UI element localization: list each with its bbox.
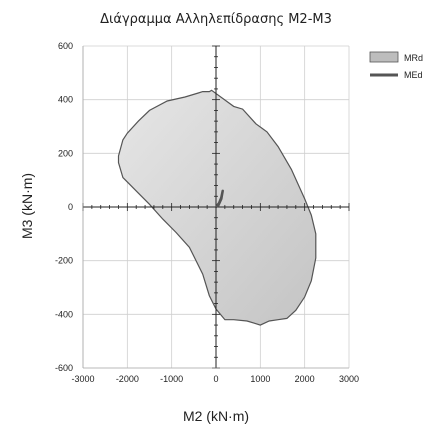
x-axis-label: M2 (kN·m): [183, 408, 249, 424]
x-tick-label: 2000: [295, 374, 315, 384]
x-tick-label: 0: [213, 374, 218, 384]
axes: [82, 45, 350, 369]
series-med-line: [215, 189, 224, 209]
med-line-layer: [215, 189, 224, 209]
y-tick-label: -400: [55, 309, 73, 319]
y-tick-label: 200: [58, 148, 73, 158]
y-tick-label: -200: [55, 256, 73, 266]
x-tick-label: -1000: [160, 374, 183, 384]
legend-label-mrd: MRd: [404, 53, 423, 63]
y-tick-label: -600: [55, 363, 73, 373]
chart-title: Διάγραμμα Αλληλεπίδρασης Μ2-Μ3: [100, 12, 332, 27]
x-tick-label: -3000: [71, 374, 94, 384]
x-tick-label: -2000: [116, 374, 139, 384]
legend-swatch-mrd: [369, 51, 399, 63]
y-axis-label: M3 (kN·m): [19, 173, 35, 239]
x-tick-label: 1000: [250, 374, 270, 384]
x-tick-label: 3000: [339, 374, 359, 384]
legend-label-med: MEd: [404, 70, 423, 80]
y-tick-label: 600: [58, 41, 73, 51]
y-tick-label: 0: [68, 202, 73, 212]
y-tick-label: 400: [58, 95, 73, 105]
tick-labels: -3000 -2000 -1000 0 1000 2000 30006004002000-2…: [55, 41, 359, 384]
legend: MRd MEd: [369, 51, 423, 80]
